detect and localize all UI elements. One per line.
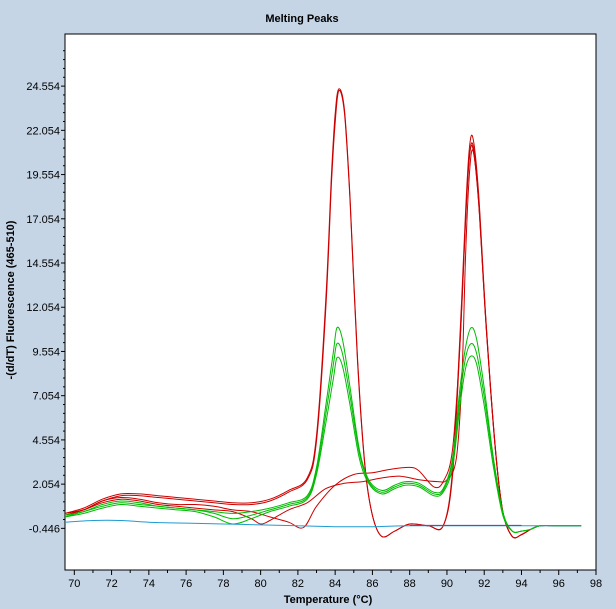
plot-area	[64, 33, 597, 571]
x-tick-label: 78	[217, 578, 229, 590]
x-tick-label: 98	[590, 578, 602, 590]
series-line-4	[64, 142, 582, 539]
y-tick-label: 24.554	[26, 81, 60, 93]
y-tick-label: 7.054	[32, 391, 60, 403]
y-tick-label: 2.054	[32, 479, 60, 491]
y-tick-label: -0.446	[29, 523, 60, 535]
y-tick-label: 12.054	[26, 302, 60, 314]
y-tick-label: 17.054	[26, 214, 60, 226]
x-axis-label: Temperature (°C)	[284, 594, 373, 606]
y-tick-label: 19.554	[26, 170, 60, 182]
x-tick-label: 70	[68, 578, 80, 590]
y-tick-label: 9.554	[32, 346, 60, 358]
x-tick-label: 74	[143, 578, 155, 590]
x-tick-label: 84	[329, 578, 341, 590]
y-axis-label: -(d/dT) Fluorescence (465-510)	[5, 220, 17, 379]
x-tick-label: 72	[105, 578, 117, 590]
x-tick-label: 92	[478, 578, 490, 590]
series-line-7	[64, 355, 582, 533]
y-tick-label: 22.054	[26, 125, 60, 137]
x-tick-label: 82	[292, 578, 304, 590]
y-tick-label: 14.554	[26, 258, 60, 270]
y-axis: -0.446 2.054 4.554 7.054 9.554 12.054 14.554 17…	[26, 50, 65, 535]
x-tick-label: 86	[366, 578, 378, 590]
series-layer	[64, 88, 582, 539]
x-tick-label: 80	[255, 578, 267, 590]
x-tick-label: 96	[553, 578, 565, 590]
y-tick-label: 4.554	[32, 435, 60, 447]
x-axis: 70 72 74 76 78 80 82 84 86 88 90 92 94 96 98	[68, 570, 602, 590]
chart-title: Melting Peaks	[265, 13, 338, 25]
x-tick-label: 94	[515, 578, 527, 590]
x-tick-label: 88	[404, 578, 416, 590]
series-line-6	[64, 342, 582, 533]
x-tick-label: 76	[180, 578, 192, 590]
x-tick-label: 90	[441, 578, 453, 590]
